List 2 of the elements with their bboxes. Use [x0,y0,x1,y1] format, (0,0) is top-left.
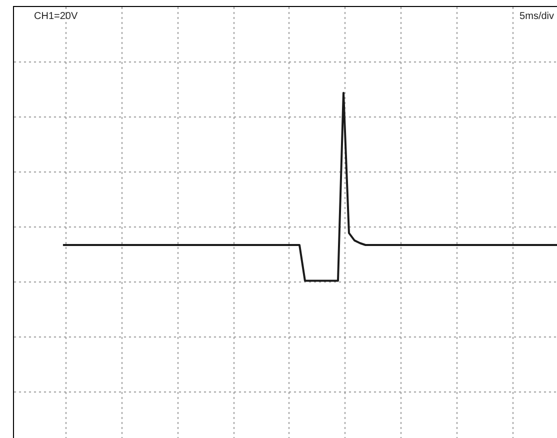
text: CH1=20V [34,11,78,22]
text: 5ms/div [520,11,554,22]
